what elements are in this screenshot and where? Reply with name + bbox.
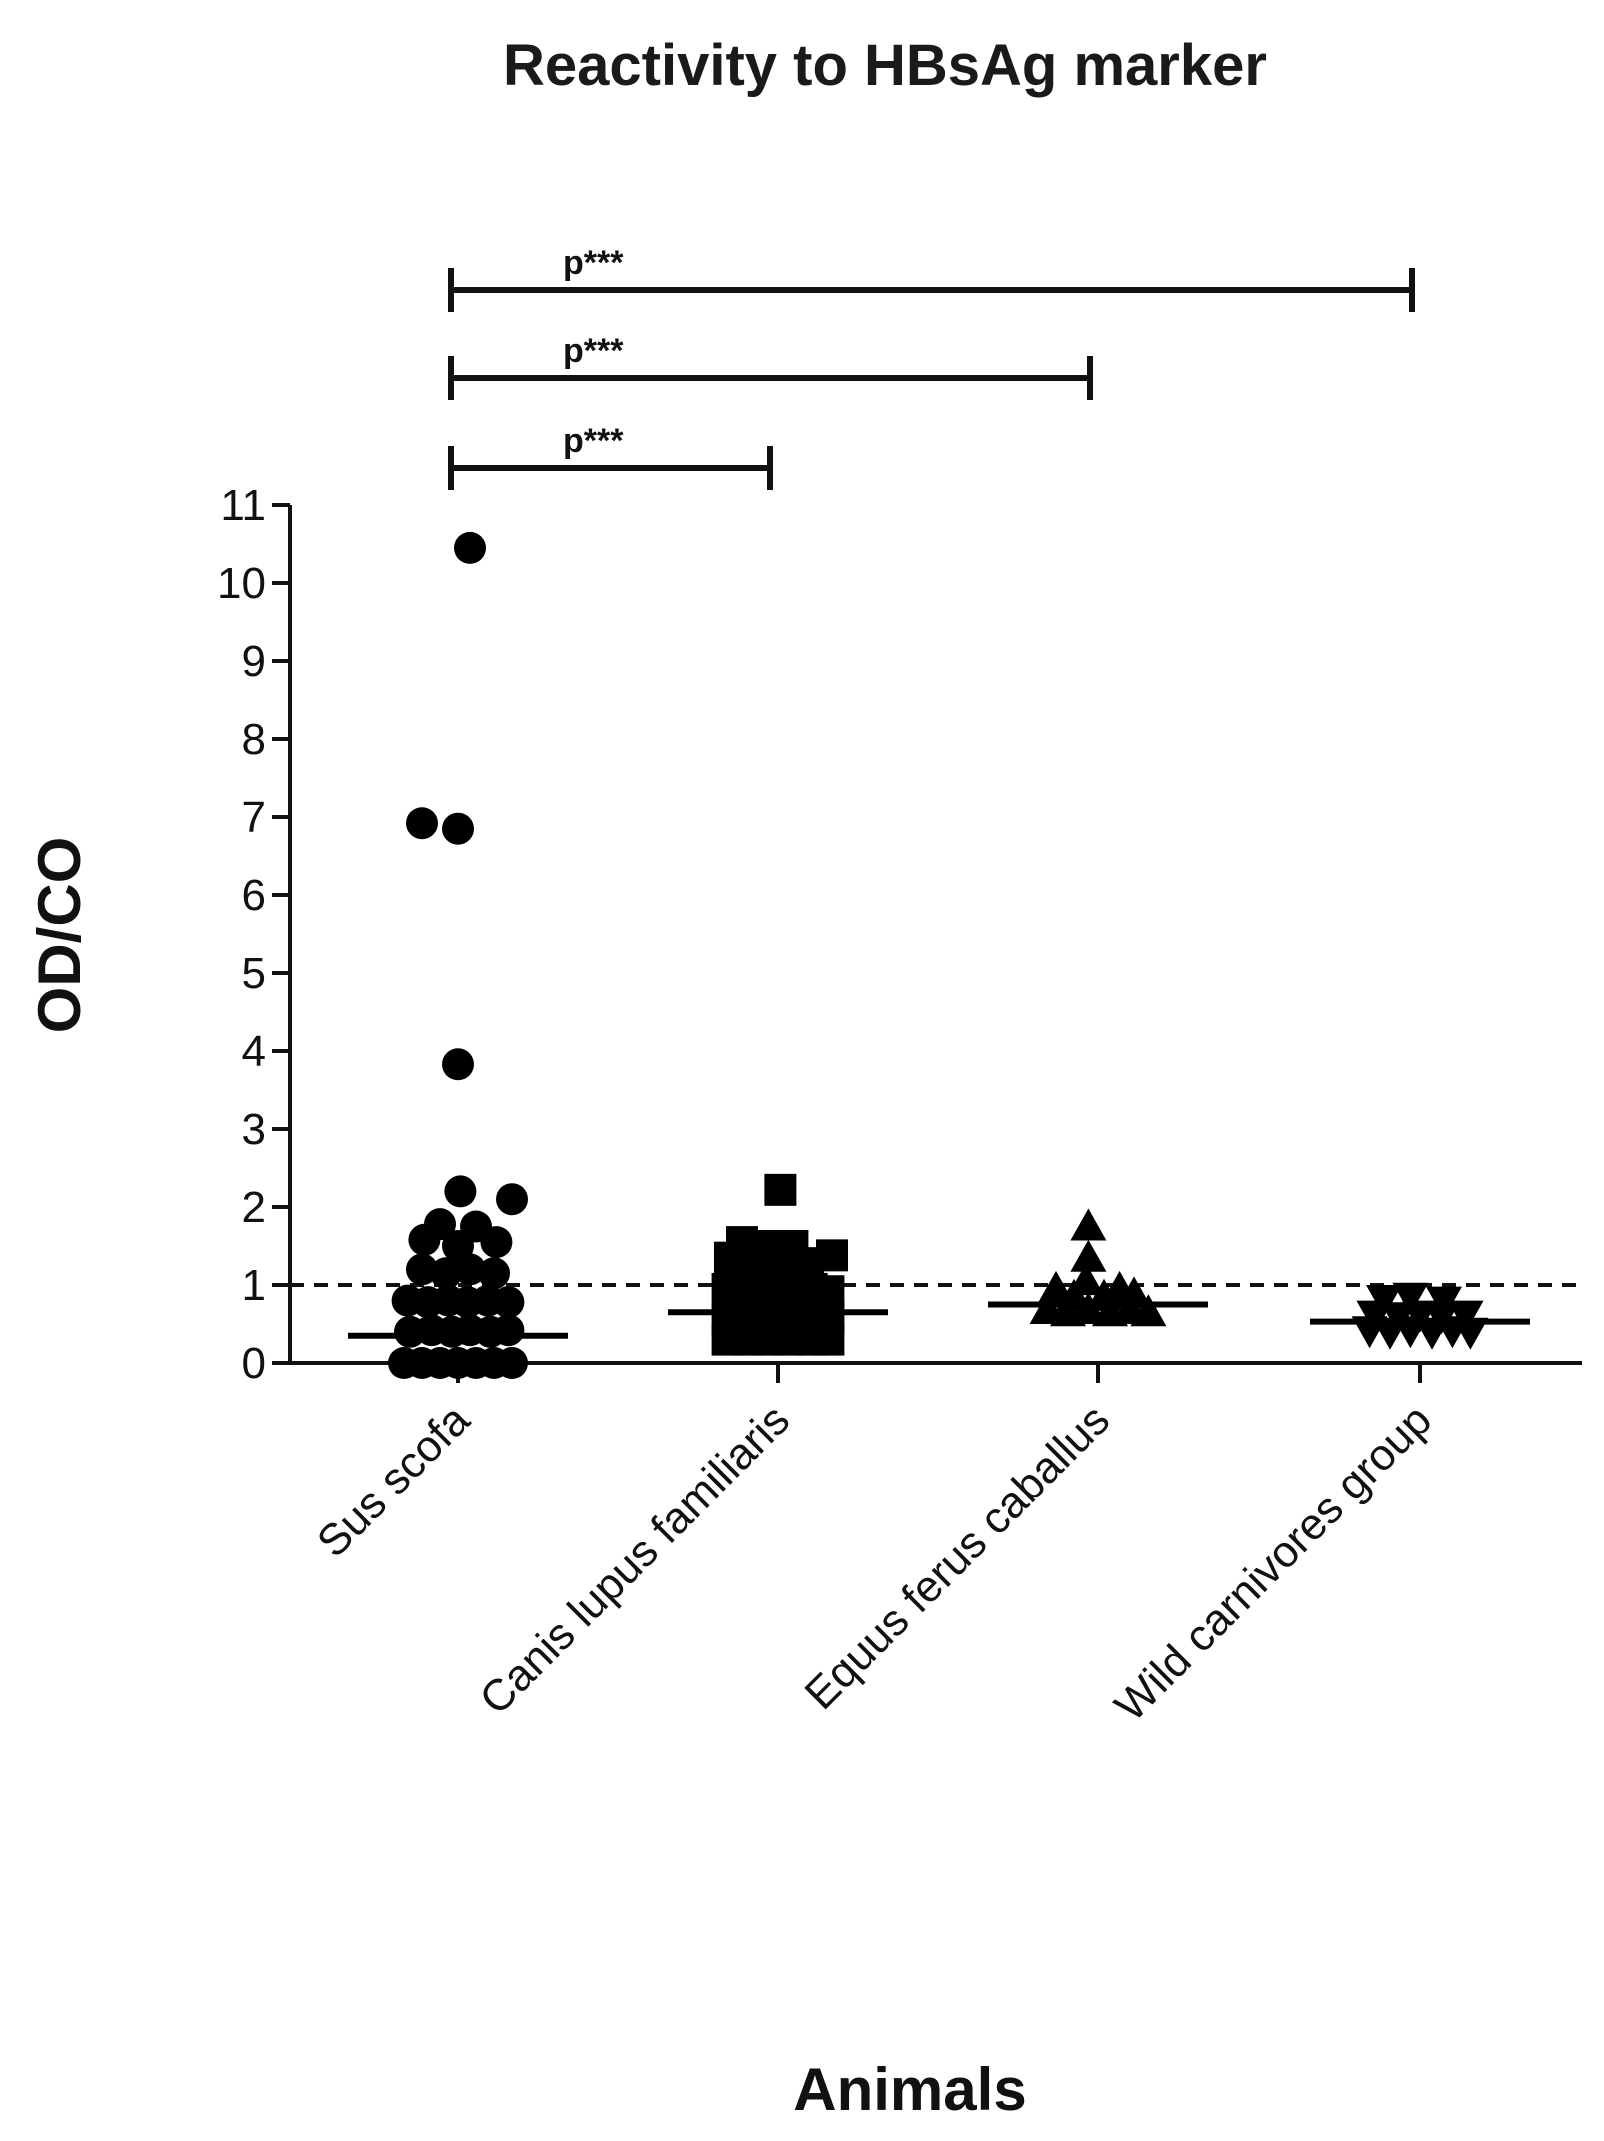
data-point [406,1253,438,1286]
data-point [444,1175,477,1208]
y-tick-label: 4 [242,1027,266,1076]
data-point [454,531,486,564]
data-point [492,1286,525,1319]
data-point [1070,1239,1107,1272]
y-tick-label: 6 [242,871,266,920]
y-axis-title: OD/CO [26,837,93,1034]
y-tick-label: 8 [242,715,266,764]
data-point [1070,1208,1107,1241]
y-tick-label: 5 [242,949,266,998]
y-tick-label: 3 [242,1105,266,1154]
x-tick-label: Wild carnivores group [1106,1395,1442,1731]
significance-label: p*** [563,422,624,460]
data-point [1392,1282,1429,1315]
x-tick-label: Equus ferus caballus [796,1395,1119,1718]
data-point [408,1223,441,1256]
data-point [430,1257,462,1290]
y-tick-label: 10 [217,559,266,608]
x-tick-label: Canis lupus familiaris [470,1395,799,1724]
data-point [480,1226,513,1259]
data-point [1452,1317,1489,1350]
y-tick-label: 1 [242,1261,266,1310]
data-point [492,1314,525,1347]
y-tick-label: 11 [220,481,266,530]
data-point [454,1253,486,1286]
chart-title: Reactivity to HBsAg marker [503,33,1267,98]
x-tick-label: Sus scofa [308,1395,480,1567]
data-point [496,1183,528,1216]
data-point [442,812,474,845]
data-point [1116,1276,1152,1309]
data-point [478,1257,510,1290]
y-tick-label: 9 [242,637,266,686]
y-tick-label: 0 [242,1339,266,1388]
data-point [1070,1291,1107,1324]
data-point [406,807,438,840]
y-tick-label: 7 [242,793,266,842]
y-tick-label: 2 [242,1183,266,1232]
data-point [496,1347,528,1379]
data-point [812,1323,845,1356]
x-axis-title: Animals [793,2056,1026,2123]
data-point [764,1173,797,1206]
data-point [442,1048,474,1081]
significance-label: p*** [563,244,624,282]
data-point [1130,1294,1167,1327]
significance-label: p*** [563,332,624,370]
